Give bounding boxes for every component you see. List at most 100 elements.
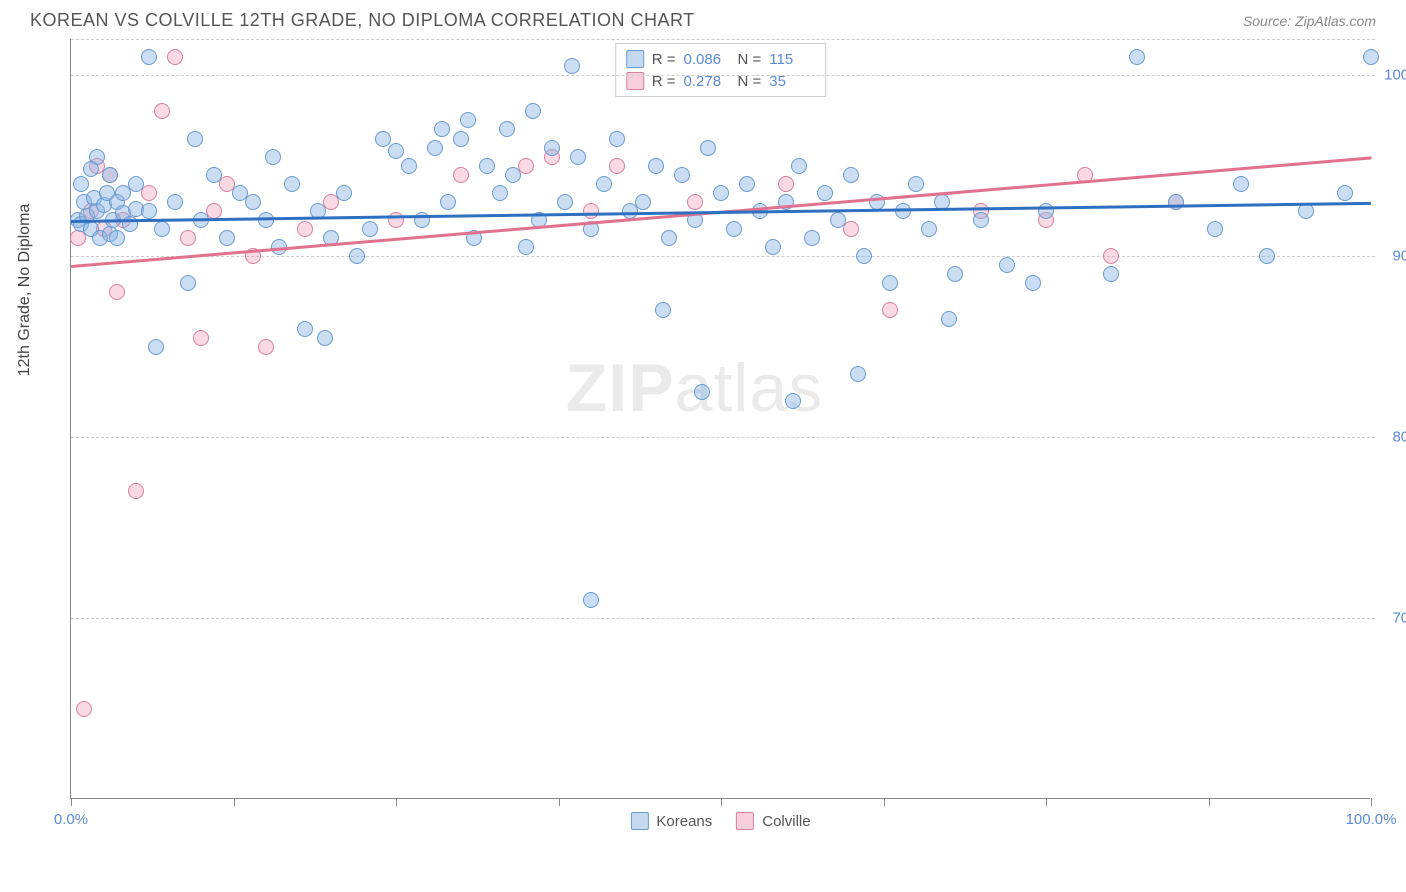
- scatter-point: [479, 158, 495, 174]
- scatter-point: [388, 143, 404, 159]
- scatter-point: [999, 257, 1015, 273]
- scatter-point: [830, 212, 846, 228]
- scatter-point: [128, 176, 144, 192]
- scatter-point: [596, 176, 612, 192]
- scatter-point: [648, 158, 664, 174]
- scatter-point: [258, 339, 274, 355]
- scatter-point: [154, 103, 170, 119]
- legend-label-koreans: Koreans: [656, 813, 712, 830]
- scatter-point: [141, 185, 157, 201]
- scatter-point: [427, 140, 443, 156]
- scatter-point: [492, 185, 508, 201]
- scatter-point: [109, 284, 125, 300]
- gridline-h: [71, 75, 1375, 76]
- scatter-point: [1207, 221, 1223, 237]
- r-label: R =: [652, 51, 676, 68]
- scatter-point: [564, 58, 580, 74]
- legend-row-colville: R = 0.278 N = 35: [626, 70, 816, 92]
- xtick-label: 100.0%: [1346, 811, 1397, 828]
- scatter-point: [1259, 248, 1275, 264]
- xtick: [71, 798, 72, 806]
- ytick-label: 100.0%: [1384, 67, 1406, 84]
- scatter-point: [765, 239, 781, 255]
- gridline-h: [71, 618, 1375, 619]
- xtick: [721, 798, 722, 806]
- scatter-point: [609, 131, 625, 147]
- scatter-point: [180, 275, 196, 291]
- xtick: [1209, 798, 1210, 806]
- scatter-point: [856, 248, 872, 264]
- scatter-point: [778, 176, 794, 192]
- correlation-legend: R = 0.086 N = 115 R = 0.278 N = 35: [615, 43, 827, 97]
- r-value-koreans: 0.086: [684, 51, 730, 68]
- scatter-point: [921, 221, 937, 237]
- scatter-point: [128, 483, 144, 499]
- scatter-point: [73, 176, 89, 192]
- scatter-point: [544, 140, 560, 156]
- scatter-point: [791, 158, 807, 174]
- scatter-point: [694, 384, 710, 400]
- scatter-point: [973, 212, 989, 228]
- scatter-point: [460, 112, 476, 128]
- scatter-point: [388, 212, 404, 228]
- scatter-point: [284, 176, 300, 192]
- scatter-point: [83, 161, 99, 177]
- scatter-point: [882, 302, 898, 318]
- n-value-koreans: 115: [769, 51, 815, 68]
- legend-item-colville: Colville: [736, 812, 810, 830]
- xtick: [1371, 798, 1372, 806]
- xtick: [1046, 798, 1047, 806]
- scatter-point: [713, 185, 729, 201]
- scatter-point: [453, 131, 469, 147]
- n-label: N =: [738, 51, 762, 68]
- scatter-point: [843, 167, 859, 183]
- ytick-label: 80.0%: [1392, 429, 1406, 446]
- y-axis-label: 12th Grade, No Diploma: [16, 204, 34, 377]
- legend-row-koreans: R = 0.086 N = 115: [626, 48, 816, 70]
- scatter-point: [317, 330, 333, 346]
- scatter-point: [258, 212, 274, 228]
- legend-item-koreans: Koreans: [630, 812, 712, 830]
- ytick-label: 90.0%: [1392, 248, 1406, 265]
- scatter-point: [1129, 49, 1145, 65]
- scatter-point: [362, 221, 378, 237]
- scatter-point: [167, 49, 183, 65]
- scatter-point: [505, 167, 521, 183]
- scatter-point: [453, 167, 469, 183]
- xtick: [234, 798, 235, 806]
- series-legend: Koreans Colville: [630, 812, 810, 830]
- scatter-point: [570, 149, 586, 165]
- swatch-blue-icon: [626, 50, 644, 68]
- scatter-point: [76, 701, 92, 717]
- scatter-point: [1363, 49, 1379, 65]
- scatter-point: [674, 167, 690, 183]
- scatter-point: [726, 221, 742, 237]
- scatter-point: [349, 248, 365, 264]
- scatter-point: [440, 194, 456, 210]
- ytick-label: 70.0%: [1392, 610, 1406, 627]
- source-attribution: Source: ZipAtlas.com: [1243, 13, 1376, 29]
- scatter-point: [941, 311, 957, 327]
- scatter-point: [245, 194, 261, 210]
- scatter-point: [635, 194, 651, 210]
- scatter-point: [525, 103, 541, 119]
- scatter-point: [583, 592, 599, 608]
- scatter-point: [1103, 266, 1119, 282]
- xtick: [396, 798, 397, 806]
- scatter-point: [1168, 194, 1184, 210]
- chart-container: 12th Grade, No Diploma ZIPatlas R = 0.08…: [30, 39, 1376, 799]
- scatter-point: [1103, 248, 1119, 264]
- scatter-point: [700, 140, 716, 156]
- scatter-point: [518, 239, 534, 255]
- scatter-point: [102, 167, 118, 183]
- gridline-h: [71, 256, 1375, 257]
- scatter-point: [499, 121, 515, 137]
- chart-header: KOREAN VS COLVILLE 12TH GRADE, NO DIPLOM…: [0, 0, 1406, 39]
- scatter-point: [655, 302, 671, 318]
- xtick: [559, 798, 560, 806]
- scatter-point: [1038, 203, 1054, 219]
- xtick: [884, 798, 885, 806]
- scatter-point: [219, 230, 235, 246]
- scatter-point: [687, 194, 703, 210]
- scatter-point: [297, 221, 313, 237]
